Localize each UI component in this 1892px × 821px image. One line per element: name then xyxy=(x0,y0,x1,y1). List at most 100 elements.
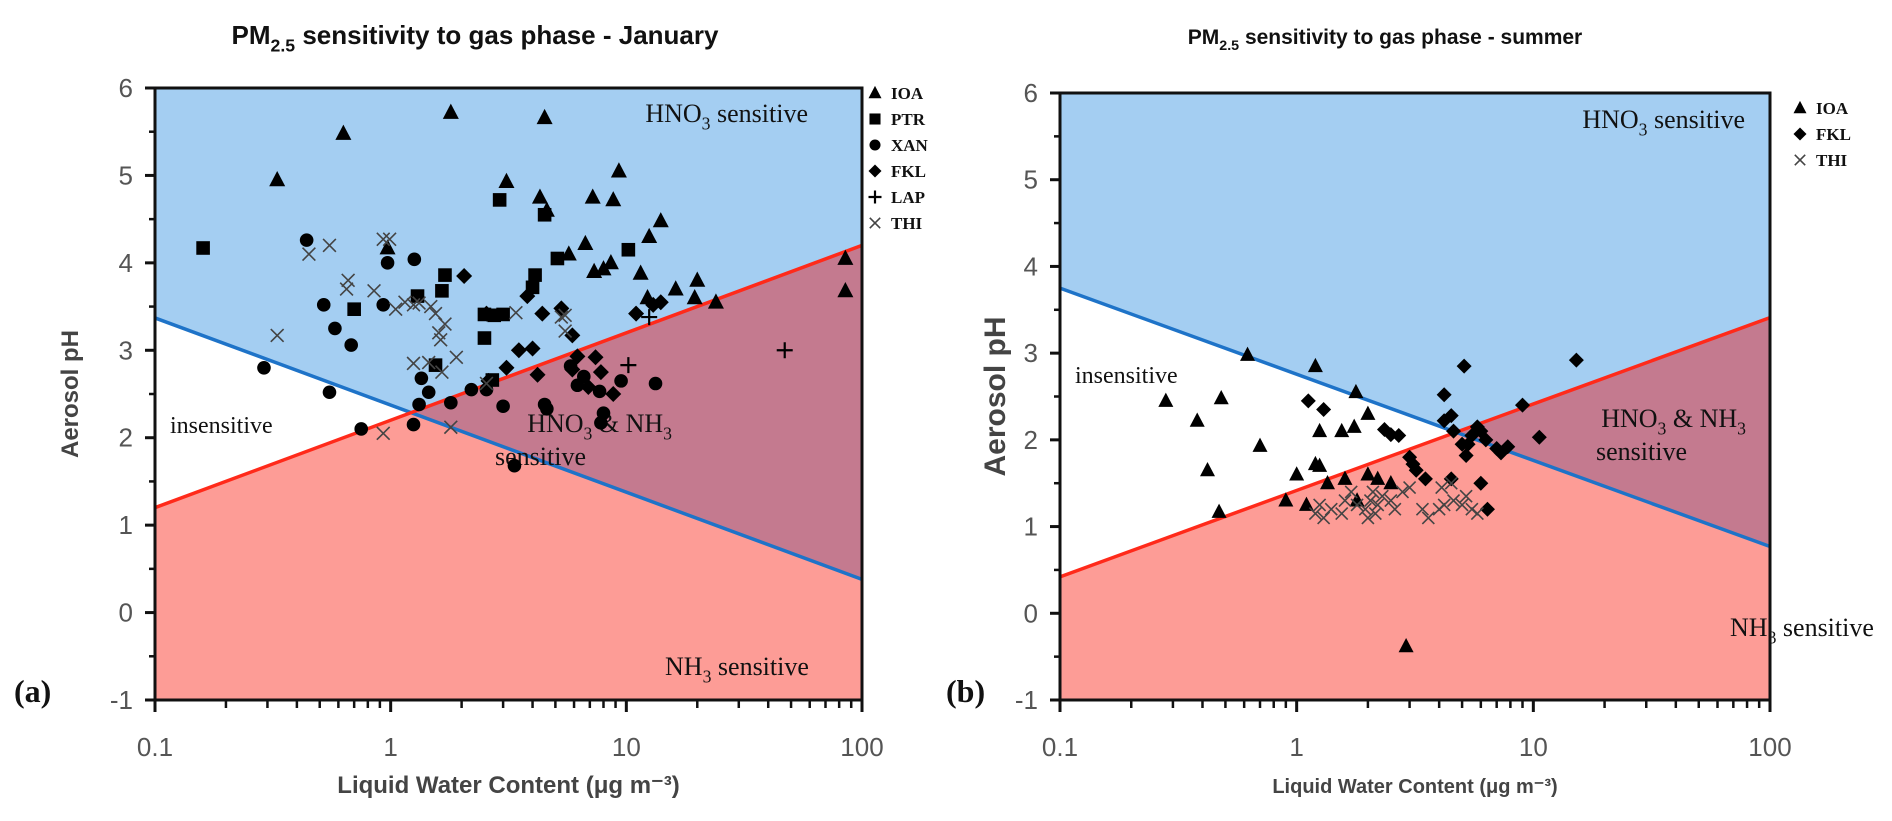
subscript: 3 xyxy=(1639,119,1648,139)
point-fkl xyxy=(1443,408,1459,424)
point-ioa xyxy=(605,191,622,207)
legend-marker-lap xyxy=(868,190,882,204)
point-fkl xyxy=(498,359,515,376)
point-thi xyxy=(1375,489,1389,503)
point-thi xyxy=(412,296,427,311)
point-xan xyxy=(592,384,607,399)
point-ioa xyxy=(379,239,396,255)
text-part: sensitivity to gas phase - January xyxy=(295,20,719,50)
point-thi xyxy=(1371,498,1385,512)
point-xan xyxy=(406,417,421,432)
point-ioa xyxy=(1383,474,1399,490)
y-axis-label: Aerosol pH xyxy=(57,330,84,458)
point-thi xyxy=(479,376,494,391)
text-part: HNO xyxy=(1582,105,1638,134)
point-fkl xyxy=(1515,397,1531,413)
point-thi xyxy=(341,273,356,288)
legend: IOA PTR XAN FKL LAP THI xyxy=(868,84,929,233)
insensitive-region xyxy=(155,317,412,508)
y-tick-label: -1 xyxy=(110,685,133,715)
point-ptr xyxy=(410,289,425,303)
both-sensitive-label-line1: HNO3 & NH3 xyxy=(1601,404,1746,438)
point-thi xyxy=(434,365,449,380)
text-part: sensitivity to gas phase - summer xyxy=(1239,26,1582,49)
point-xan xyxy=(257,360,271,375)
point-ioa xyxy=(1307,357,1323,373)
point-thi xyxy=(1313,498,1327,512)
point-ioa xyxy=(560,245,577,261)
y-tick-label: 0 xyxy=(1024,598,1038,628)
point-ptr xyxy=(347,302,361,316)
nh3-boundary-line xyxy=(154,243,863,510)
text-part: sensitive xyxy=(711,99,809,128)
point-xan xyxy=(614,374,628,388)
legend-marker-fkl xyxy=(1793,127,1807,141)
point-xan xyxy=(380,256,395,270)
point-fkl xyxy=(580,379,597,396)
point-ioa xyxy=(667,280,684,296)
point-ioa xyxy=(1346,418,1362,433)
point-ioa xyxy=(1348,383,1364,399)
y-tick-label: 6 xyxy=(119,73,133,103)
x-tick-label: 100 xyxy=(1748,732,1791,762)
legend-label: FKL xyxy=(1816,125,1851,144)
point-xan xyxy=(496,399,510,414)
point-thi xyxy=(1361,511,1375,525)
point-thi xyxy=(1470,506,1484,521)
text-part: PM xyxy=(1188,26,1220,49)
insensitive-region xyxy=(1060,288,1457,577)
point-thi xyxy=(406,356,421,371)
point-fkl xyxy=(628,305,645,322)
x-axis-label: Liquid Water Content (μg m⁻³) xyxy=(337,772,679,799)
legend-marker-fkl xyxy=(868,164,882,178)
subscript: 3 xyxy=(663,423,672,443)
text-part: sensitive xyxy=(1776,613,1874,642)
text-part: HNO xyxy=(645,99,701,128)
point-ioa xyxy=(652,212,669,228)
point-xan xyxy=(407,252,422,267)
point-thi xyxy=(367,283,381,298)
panel-label: (a) xyxy=(14,673,51,709)
point-ioa xyxy=(1158,392,1174,407)
point-ioa xyxy=(837,249,854,265)
x-tick-label: 100 xyxy=(840,732,883,762)
point-ptr xyxy=(477,331,492,345)
x-tick-label: 10 xyxy=(1519,732,1548,762)
point-ioa xyxy=(1360,466,1376,481)
point-fkl xyxy=(510,342,527,359)
x-tick-label: 10 xyxy=(612,732,641,762)
legend-label: XAN xyxy=(891,136,929,155)
point-ioa xyxy=(1312,457,1328,472)
point-fkl xyxy=(1489,441,1505,457)
point-thi xyxy=(1308,506,1322,521)
y-tick-label: 5 xyxy=(119,160,133,190)
point-fkl xyxy=(564,361,581,378)
y-tick-label: -1 xyxy=(1015,685,1038,715)
point-lap xyxy=(776,342,793,359)
x-axis-label: Liquid Water Content (μg m⁻³) xyxy=(1272,776,1557,798)
point-fkl xyxy=(1500,439,1516,455)
point-thi xyxy=(1455,498,1469,512)
point-xan xyxy=(322,385,337,400)
point-thi xyxy=(1415,502,1430,516)
point-ptr xyxy=(492,193,507,207)
point-xan xyxy=(507,458,522,473)
panel-label: (b) xyxy=(946,673,985,709)
point-thi xyxy=(1384,493,1398,508)
hno3-sensitive-label: HNO3 sensitive xyxy=(645,99,808,133)
point-ioa xyxy=(1398,637,1414,653)
legend-label: FKL xyxy=(891,162,926,181)
point-ioa xyxy=(1252,437,1268,452)
point-thi xyxy=(558,308,573,323)
subscript: 3 xyxy=(1658,418,1667,438)
legend-label: THI xyxy=(891,214,923,233)
point-ioa xyxy=(1349,492,1365,507)
point-fkl xyxy=(1456,358,1472,374)
y-axis-label: Aerosol pH xyxy=(979,316,1012,476)
point-ptr xyxy=(550,251,565,266)
point-thi xyxy=(1444,476,1458,490)
point-ioa xyxy=(1278,492,1294,507)
point-ioa xyxy=(1320,474,1336,490)
